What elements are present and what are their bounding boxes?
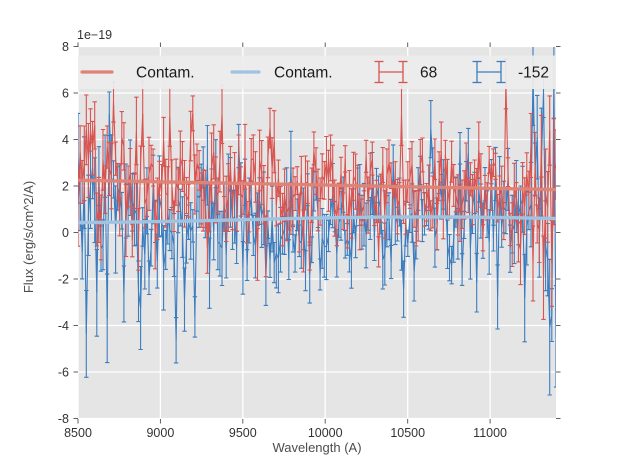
svg-text:-4: -4 <box>58 319 69 333</box>
svg-text:8: 8 <box>62 40 69 54</box>
svg-text:-2: -2 <box>58 273 69 287</box>
svg-text:1e−19: 1e−19 <box>77 28 112 42</box>
svg-text:8500: 8500 <box>64 426 92 440</box>
svg-text:-152: -152 <box>518 65 549 82</box>
svg-text:2: 2 <box>62 180 69 194</box>
svg-text:Wavelength (A): Wavelength (A) <box>272 440 361 455</box>
svg-text:-8: -8 <box>58 412 69 426</box>
svg-text:Flux (erg/s/cm^2/A): Flux (erg/s/cm^2/A) <box>21 181 36 293</box>
svg-text:9000: 9000 <box>146 426 174 440</box>
svg-text:10000: 10000 <box>308 426 343 440</box>
svg-text:6: 6 <box>62 87 69 101</box>
svg-text:Contam.: Contam. <box>274 65 333 82</box>
svg-text:-6: -6 <box>58 366 69 380</box>
svg-text:9500: 9500 <box>229 426 257 440</box>
svg-text:Contam.: Contam. <box>136 65 195 82</box>
svg-text:10500: 10500 <box>390 426 425 440</box>
svg-text:11000: 11000 <box>473 426 507 440</box>
svg-text:4: 4 <box>62 133 69 147</box>
svg-text:68: 68 <box>420 65 437 82</box>
svg-text:0: 0 <box>62 226 69 240</box>
